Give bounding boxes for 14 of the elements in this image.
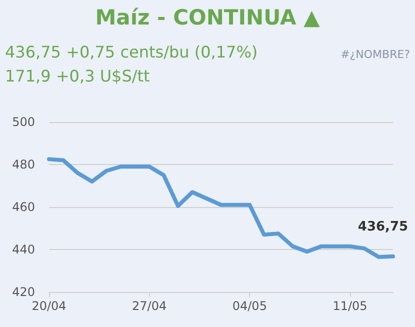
annotation: 436,75 bbox=[358, 219, 408, 234]
y-tick-label: 460 bbox=[12, 200, 35, 214]
y-tick-label: 480 bbox=[12, 158, 35, 172]
y-tick-label: 440 bbox=[12, 242, 35, 256]
text: 171,9 +0,3 U$S/tt bbox=[5, 66, 150, 86]
x-tick-label: 11/05 bbox=[332, 299, 368, 313]
text: #¿NOMBRE? bbox=[340, 48, 410, 61]
chart-subtitle: 436,75 +0,75 cents/bu (0,17%) bbox=[5, 42, 258, 62]
x-tick-label: 04/05 bbox=[232, 299, 267, 313]
x-tick-label: 20/04 bbox=[32, 299, 66, 313]
x-tick-label: 27/04 bbox=[132, 299, 167, 313]
y-tick-label: 420 bbox=[12, 285, 35, 299]
chart-title: Maíz - CONTINUA ▲ bbox=[95, 6, 321, 30]
y-tick-label: 500 bbox=[12, 115, 35, 129]
